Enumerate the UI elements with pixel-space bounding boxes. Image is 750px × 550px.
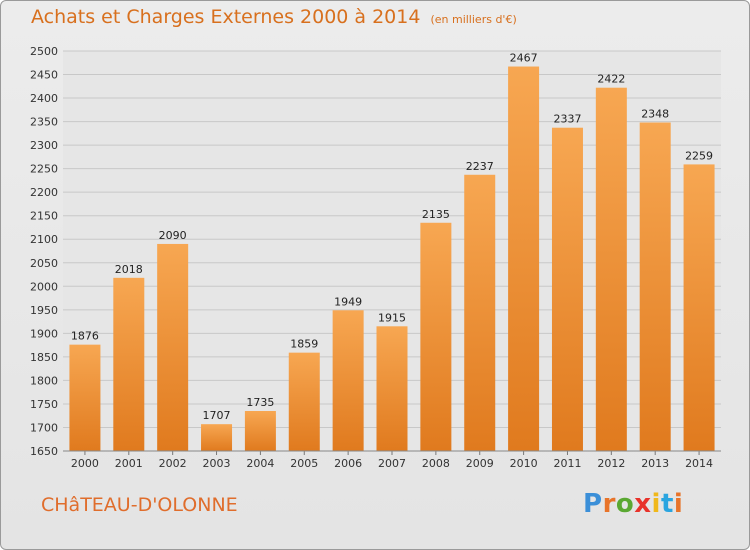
y-tick-label: 1950 xyxy=(30,304,58,317)
bar-2000 xyxy=(69,344,101,451)
bar-2003 xyxy=(201,424,233,451)
chart-subtitle: (en milliers d'€) xyxy=(430,13,517,26)
x-axis-ticks: 2000 2001 2002 2003 2004 2005 2006 2007 2008 2009… xyxy=(71,451,713,470)
bar-value-label: 2467 xyxy=(510,52,538,65)
proxiti-logo: Proxiti xyxy=(583,489,683,519)
bar-2001 xyxy=(113,277,145,451)
bar-value-label: 2090 xyxy=(159,229,187,242)
bar-value-label: 1915 xyxy=(378,311,406,324)
y-tick-label: 2350 xyxy=(30,116,58,129)
bar-2006 xyxy=(332,310,364,451)
logo-letter: t xyxy=(660,489,674,519)
logo-letter: o xyxy=(615,489,635,519)
y-tick-label: 1750 xyxy=(30,398,58,411)
x-tick-label: 2013 xyxy=(641,457,669,470)
y-tick-label: 1700 xyxy=(30,421,58,434)
bar-2009 xyxy=(464,174,496,451)
logo-letter: r xyxy=(602,489,616,519)
bar-value-label: 2135 xyxy=(422,208,450,221)
y-tick-label: 2150 xyxy=(30,210,58,223)
y-tick-label: 2050 xyxy=(30,257,58,270)
bar-value-label: 1876 xyxy=(71,330,99,343)
bar-value-label: 1949 xyxy=(334,295,362,308)
bar-value-label: 1735 xyxy=(246,396,274,409)
y-tick-label: 1850 xyxy=(30,351,58,364)
chart-title: Achats et Charges Externes 2000 à 2014 (e… xyxy=(31,6,517,28)
x-tick-label: 2007 xyxy=(378,457,406,470)
x-tick-label: 2010 xyxy=(510,457,538,470)
y-tick-label: 1650 xyxy=(30,445,58,458)
bar-value-label: 2348 xyxy=(641,108,669,121)
x-tick-label: 2003 xyxy=(203,457,231,470)
bar-value-label: 2422 xyxy=(597,73,625,86)
bar-value-label: 2259 xyxy=(685,149,713,162)
x-tick-label: 2011 xyxy=(553,457,581,470)
y-tick-label: 2500 xyxy=(30,45,58,58)
logo-letter: x xyxy=(634,489,652,519)
logo-letter: i xyxy=(651,489,661,519)
y-tick-label: 1800 xyxy=(30,374,58,387)
bar-2010 xyxy=(508,66,540,451)
y-tick-label: 2200 xyxy=(30,186,58,199)
x-tick-label: 2014 xyxy=(685,457,713,470)
y-tick-label: 2300 xyxy=(30,139,58,152)
x-tick-label: 2008 xyxy=(422,457,450,470)
bar-2013 xyxy=(639,122,671,451)
y-tick-label: 2450 xyxy=(30,69,58,82)
bar-value-label: 2337 xyxy=(553,113,581,126)
x-tick-label: 2006 xyxy=(334,457,362,470)
bar-value-label: 2018 xyxy=(115,263,143,276)
bar-2004 xyxy=(244,411,276,451)
bar-value-label: 2237 xyxy=(466,160,494,173)
logo-letter: i xyxy=(673,489,684,519)
y-tick-label: 2000 xyxy=(30,280,58,293)
bar-2008 xyxy=(420,222,452,451)
x-tick-label: 2009 xyxy=(466,457,494,470)
bars: 1876 2018 2090 1707 1735 1859 1949 1915 2135 2237… xyxy=(69,52,715,452)
x-tick-label: 2000 xyxy=(71,457,99,470)
x-tick-label: 2002 xyxy=(159,457,187,470)
bar-value-label: 1859 xyxy=(290,338,318,351)
x-tick-label: 2005 xyxy=(290,457,318,470)
bar-2007 xyxy=(376,326,408,451)
x-tick-label: 2001 xyxy=(115,457,143,470)
bar-2011 xyxy=(551,127,583,452)
y-tick-label: 2400 xyxy=(30,92,58,105)
y-axis-ticks: 1650 1700 1750 1800 1850 1900 1950 2000 2050 2100… xyxy=(30,45,58,458)
bar-2014 xyxy=(683,164,715,452)
bar-2005 xyxy=(288,352,320,451)
bar-2002 xyxy=(157,243,189,451)
chart-title-main: Achats et Charges Externes 2000 à 2014 xyxy=(31,6,421,28)
y-tick-label: 2250 xyxy=(30,163,58,176)
x-tick-label: 2012 xyxy=(597,457,625,470)
logo-letter: P xyxy=(583,489,603,519)
x-tick-label: 2004 xyxy=(246,457,274,470)
bar-value-label: 1707 xyxy=(203,409,231,422)
bar-2012 xyxy=(595,87,627,452)
y-tick-label: 2100 xyxy=(30,233,58,246)
commune-name: CHâTEAU-D'OLONNE xyxy=(41,494,238,516)
y-tick-label: 1900 xyxy=(30,327,58,340)
